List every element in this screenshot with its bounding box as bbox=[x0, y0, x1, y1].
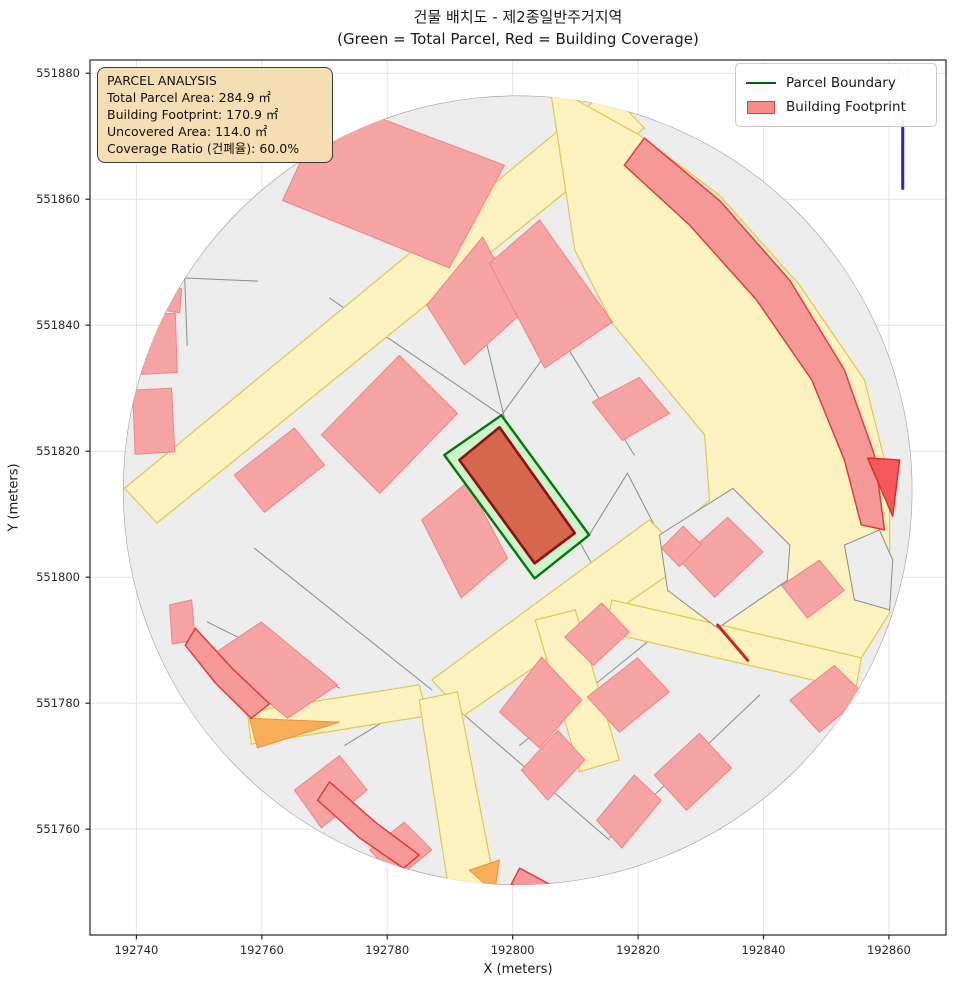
y-tick-label: 551840 bbox=[36, 318, 80, 333]
map-layer-red-segment bbox=[716, 623, 750, 662]
infobox-lines: Total Parcel Area: 284.9 ㎡ Building Footp… bbox=[107, 89, 323, 157]
x-tick-label: 192840 bbox=[741, 943, 786, 957]
x-tick-label: 192820 bbox=[616, 943, 661, 957]
x-tick-label: 192800 bbox=[490, 943, 535, 957]
legend-patch-swatch bbox=[746, 100, 776, 114]
y-tick-label: 551780 bbox=[36, 696, 80, 711]
y-tick-label: 551880 bbox=[36, 66, 80, 81]
infobox-line: Total Parcel Area: 284.9 ㎡ bbox=[107, 90, 271, 105]
infobox-line: Uncovered Area: 114.0 ㎡ bbox=[107, 124, 268, 139]
infobox-line: Building Footprint: 170.9 ㎡ bbox=[107, 107, 279, 122]
title-block: 건물 배치도 - 제2종일반주거지역 (Green = Total Parcel… bbox=[90, 6, 946, 50]
infobox-title: PARCEL ANALYSIS bbox=[107, 73, 217, 88]
x-axis-label: X (meters) bbox=[483, 962, 553, 977]
x-tick-label: 192860 bbox=[866, 943, 911, 957]
legend-item: Building Footprint bbox=[746, 95, 926, 119]
parcel-boundary-swatch bbox=[746, 81, 776, 85]
x-tick-label: 192780 bbox=[365, 943, 410, 957]
map-area bbox=[122, 95, 913, 885]
x-tick-label: 192760 bbox=[239, 943, 284, 957]
parcel-analysis-box: PARCEL ANALYSIS Total Parcel Area: 284.9… bbox=[97, 67, 333, 163]
y-axis-label: Y (meters) bbox=[6, 463, 22, 532]
legend-item: Parcel Boundary bbox=[746, 71, 926, 95]
y-tick-label: 551800 bbox=[36, 570, 80, 585]
building-footprint-swatch bbox=[747, 100, 775, 114]
legend-label: Building Footprint bbox=[786, 99, 906, 115]
legend-line-swatch bbox=[746, 81, 776, 85]
x-tick-label: 192740 bbox=[114, 943, 159, 957]
y-tick-label: 551820 bbox=[36, 444, 80, 459]
legend: Parcel Boundary Building Footprint bbox=[735, 63, 937, 127]
map-layer-roads bbox=[123, 95, 891, 885]
infobox-line: Coverage Ratio (건폐율): 60.0% bbox=[107, 141, 300, 156]
map-layer-subject-building bbox=[458, 425, 577, 565]
legend-label: Parcel Boundary bbox=[786, 75, 896, 91]
y-tick-label: 551760 bbox=[36, 822, 80, 837]
map-layer-red-triangle bbox=[866, 457, 901, 517]
plot-border bbox=[89, 59, 947, 936]
tick-marks bbox=[85, 72, 890, 940]
chart-title: 건물 배치도 - 제2종일반주거지역 bbox=[413, 8, 623, 26]
chart-subtitle: (Green = Total Parcel, Red = Building Co… bbox=[337, 30, 699, 48]
y-tick-label: 551860 bbox=[36, 192, 80, 207]
